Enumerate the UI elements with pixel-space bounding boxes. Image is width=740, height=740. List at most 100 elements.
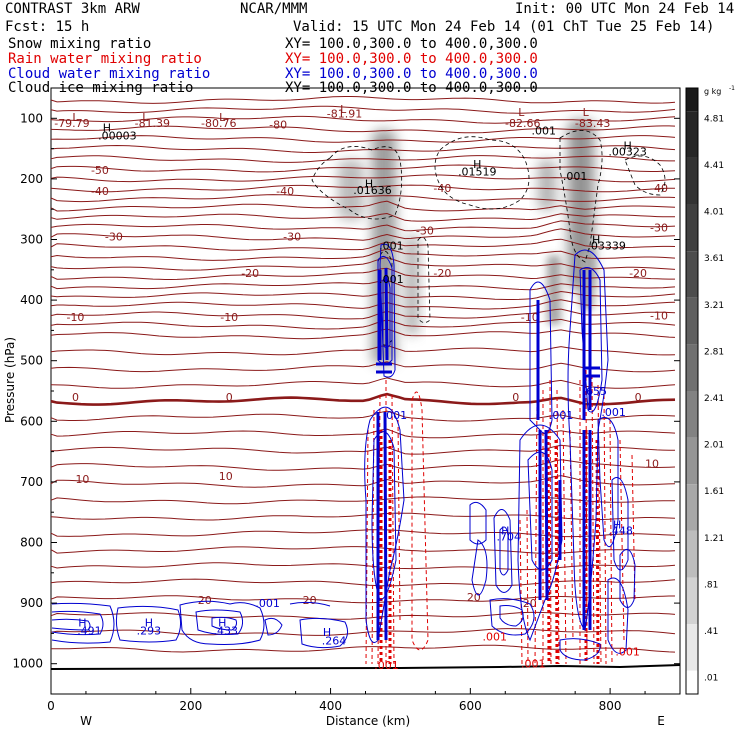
colorbar-swatch	[686, 251, 698, 298]
extremum-label: H	[365, 178, 373, 191]
snow-shading	[338, 120, 594, 365]
extremum-label: .001	[601, 406, 626, 419]
extremum-label: H	[323, 626, 331, 639]
isotherm-line	[50, 279, 676, 291]
isotherm-line	[50, 125, 676, 134]
extremum-label: H	[145, 616, 153, 629]
extremum-label: .001	[615, 646, 640, 659]
x-tick-label: 600	[459, 699, 482, 713]
isotherm-label: -30	[105, 230, 123, 243]
colorbar-swatch	[686, 157, 698, 205]
colorbar-label: 3.21	[704, 301, 724, 311]
colorbar-label: 1.61	[704, 487, 724, 497]
isotherm-line	[50, 267, 675, 280]
extremum-label: .001	[379, 240, 404, 253]
colorbar-swatch	[686, 391, 698, 438]
x-axis-label: Distance (km)	[326, 714, 410, 728]
isotherm-line	[50, 290, 676, 300]
extremum-label: H	[592, 234, 600, 247]
colorbar-swatch	[686, 111, 698, 158]
colorbar-label: .41	[704, 627, 718, 637]
init-time: Init: 00 UTC Mon 24 Feb 14	[515, 1, 735, 17]
isotherm-label: -10	[650, 309, 668, 322]
isotherm-line	[50, 228, 676, 241]
isotherm-label: -40	[650, 182, 668, 195]
isotherm-label: 20	[198, 594, 212, 607]
isotherm-line	[50, 212, 675, 222]
terrain-surface	[50, 664, 681, 670]
isotherm-label: -40	[276, 185, 294, 198]
extrema-labels: L-79.79 L-81.39 L-80.76L-81.91 L-82.66L-83.…	[54, 103, 647, 672]
colorbar-label: 1.21	[704, 534, 724, 544]
cloud-water-cores	[376, 267, 600, 641]
isotherm-line	[50, 428, 676, 439]
isotherm-line	[50, 578, 676, 587]
isotherm-label: -30	[650, 221, 668, 234]
extremum-label: H	[623, 140, 631, 153]
extremum-label: .293	[137, 624, 162, 637]
colorbar-label: 2.81	[704, 347, 724, 357]
isotherm-line	[50, 299, 676, 310]
isotherm-label: -20	[629, 267, 647, 280]
x-axis-east-label: E	[657, 714, 665, 728]
y-tick-label: 400	[20, 293, 43, 307]
isotherm-label: -30	[416, 224, 434, 237]
isotherm-line	[50, 328, 676, 340]
x-tick-label: 400	[319, 699, 342, 713]
isotherm-line	[50, 105, 676, 114]
extremum-label: H	[218, 616, 226, 629]
isotherm-label: -30	[283, 230, 301, 243]
extremum-label: .00323	[608, 146, 647, 159]
isotherm-line	[50, 546, 676, 554]
x-axis-west-label: W	[80, 714, 92, 728]
extremum-label: .433	[213, 624, 238, 637]
y-tick-label: 600	[20, 414, 43, 428]
isotherm-line	[50, 200, 676, 212]
colorbar-unit: g kg	[704, 87, 721, 96]
isotherm-line	[50, 344, 676, 356]
isotherm-line	[50, 361, 676, 373]
isotherm-line	[50, 496, 676, 505]
colorbar-swatch	[686, 437, 698, 485]
y-tick-label: 100	[20, 111, 43, 125]
extremum-label: H	[78, 616, 86, 629]
colorbar-swatch	[686, 297, 698, 345]
isotherm-line	[50, 144, 676, 153]
colorbar-swatch	[686, 484, 698, 531]
colorbar-swatch	[686, 88, 698, 112]
producer-label: NCAR/MMM	[240, 1, 308, 17]
colorbar-label: 2.41	[704, 394, 724, 404]
x-tick-label: 200	[179, 699, 202, 713]
isotherm-line	[50, 238, 676, 251]
valid-time: Valid: 15 UTC Mon 24 Feb 14 (01 ChT Tue …	[293, 19, 715, 35]
colorbar-label: 4.81	[704, 114, 724, 124]
isotherm-line	[50, 611, 676, 620]
extremum-label: -81.91	[327, 107, 362, 120]
isotherm-line	[50, 115, 676, 124]
colorbar-swatch	[686, 204, 698, 252]
isotherm-label: 0	[226, 391, 233, 404]
extremum-label: .001	[374, 659, 399, 672]
extremum-label: H	[473, 158, 481, 171]
isotherm-label: 10	[75, 473, 89, 486]
isotherm-line	[50, 512, 676, 521]
isotherm-label: -80	[269, 118, 287, 131]
extremum-label: -81.39	[135, 117, 170, 130]
extremum-label: -82.66	[505, 117, 540, 130]
colorbar-frame	[685, 87, 699, 695]
extremum-label: H	[613, 518, 621, 531]
y-tick-label: 1000	[12, 657, 43, 671]
extremum-label: .001	[483, 630, 508, 643]
isotherm-label: -40	[91, 185, 109, 198]
colorbar-swatch	[686, 670, 698, 694]
extremum-label: .448	[608, 524, 633, 537]
isotherm-line	[50, 184, 675, 193]
isotherm-line	[50, 194, 676, 203]
isotherm-label: 10	[219, 470, 233, 483]
field-xy-snow: XY= 100.0,300.0 to 400.0,300.0	[285, 36, 538, 52]
isotherm-line	[50, 164, 676, 173]
isotherm-line	[50, 410, 676, 422]
extremum-label: .001	[563, 170, 588, 183]
